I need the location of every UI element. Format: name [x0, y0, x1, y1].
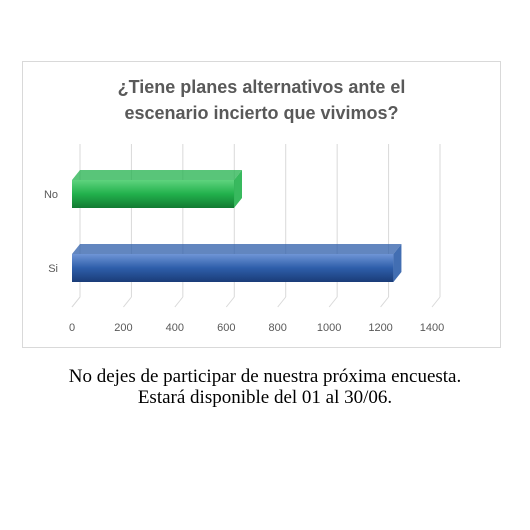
bar-front-face — [72, 254, 394, 282]
gridline-depth-200 — [123, 296, 132, 308]
chart-title-line-1: ¿Tiene planes alternativos ante el — [117, 77, 406, 97]
x-tick-label-0: 0 — [69, 322, 75, 334]
y-tick-label-si: Si — [48, 263, 58, 275]
chart-frame: ¿Tiene planes alternativos ante el escen… — [22, 61, 501, 348]
x-tick-label-800: 800 — [269, 322, 287, 334]
bar-si — [72, 244, 402, 282]
bar-top-face — [72, 244, 402, 254]
bar-end-face — [393, 244, 402, 282]
gridline-depth-600 — [225, 296, 235, 308]
bar-front-face — [72, 180, 234, 208]
x-tick-label-1400: 1400 — [420, 322, 444, 334]
bar-end-face — [234, 170, 242, 208]
x-tick-label-200: 200 — [114, 322, 132, 334]
gridline-depth-400 — [174, 296, 184, 308]
caption: No dejes de participar de nuestra próxim… — [0, 366, 530, 408]
gridline-depth-1000 — [328, 296, 338, 308]
chart-title-line-2: escenario incierto que vivimos? — [124, 103, 399, 123]
y-tick-label-no: No — [44, 189, 58, 201]
gridline-depth-800 — [277, 296, 287, 308]
caption-line-1: No dejes de participar de nuestra próxim… — [68, 366, 462, 387]
caption-line-2: Estará disponible del 01 al 30/06. — [137, 387, 393, 408]
bar-no — [72, 170, 242, 208]
x-tick-label-400: 400 — [166, 322, 184, 334]
x-tick-label-1000: 1000 — [317, 322, 341, 334]
chart-title: ¿Tiene planes alternativos ante el escen… — [23, 74, 500, 126]
x-tick-label-600: 600 — [217, 322, 235, 334]
gridline-depth-1200 — [380, 296, 389, 308]
gridline-depth-1400 — [431, 296, 441, 308]
x-tick-label-1200: 1200 — [368, 322, 392, 334]
bar-top-face — [72, 170, 242, 180]
floor-edge — [71, 296, 81, 308]
chart-plot: 0 200 400 600 800 1000 1200 1400 No Si — [44, 144, 444, 334]
